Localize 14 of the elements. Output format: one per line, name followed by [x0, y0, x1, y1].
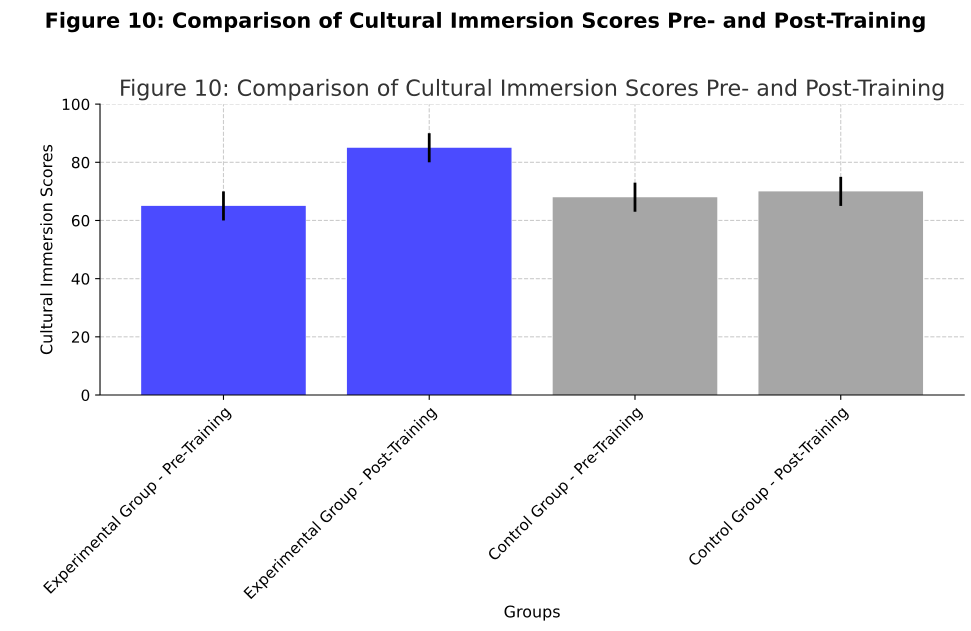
y-tick-label: 100 [62, 98, 90, 110]
x-axis-title: Groups [504, 605, 560, 621]
chart-title: Figure 10: Comparison of Cultural Immersion Scores Pre- and Post-Training [46, 12, 925, 32]
bar [141, 206, 306, 396]
y-tick-label: 40 [72, 273, 90, 285]
bar [552, 197, 718, 396]
chart-subtitle: Figure 10: Comparison of Cultural Immersion Scores Pre- and Post-Training [121, 78, 944, 100]
y-tick-label: 20 [72, 331, 90, 343]
bar [346, 148, 512, 396]
y-axis-title: Cultural Immersion Scores [40, 144, 52, 354]
y-tick-label: 0 [82, 389, 90, 402]
bar [758, 191, 924, 396]
y-tick-label: 60 [72, 214, 90, 226]
y-tick-label: 80 [72, 156, 90, 168]
